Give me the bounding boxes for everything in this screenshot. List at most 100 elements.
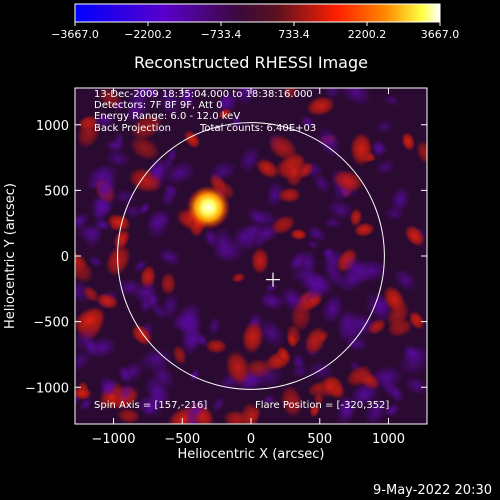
- spin-axis-label: Spin Axis = [157,-216]: [94, 400, 207, 411]
- heatmap-blob: [98, 375, 119, 398]
- heatmap-blob: [291, 366, 309, 378]
- heatmap-blob: [75, 251, 88, 271]
- heatmap-blob: [323, 216, 342, 229]
- heatmap-blob: [75, 306, 106, 335]
- heatmap-blob: [276, 346, 291, 364]
- y-tick-label: 500: [44, 184, 69, 199]
- heatmap-blob: [98, 88, 123, 109]
- heatmap-blob: [344, 336, 369, 352]
- heatmap-blob: [306, 224, 328, 243]
- heatmap-blob: [113, 228, 131, 250]
- heatmap-blob: [313, 391, 324, 406]
- colorbar-tick-label: 2200.2: [348, 28, 387, 41]
- heatmap-blob: [314, 330, 330, 344]
- heatmap-blob: [150, 361, 176, 391]
- heatmap-blob: [350, 380, 378, 409]
- heatmap-blob: [105, 138, 125, 153]
- heatmap-blob: [303, 272, 335, 297]
- heatmap-blob: [129, 136, 160, 161]
- colorbar-tick-label: −733.4: [201, 28, 242, 41]
- heatmap-blob: [95, 292, 119, 310]
- heatmap-blob: [267, 134, 298, 161]
- heatmap-blob: [383, 402, 401, 418]
- x-tick-label: 500: [307, 432, 332, 447]
- heatmap-blob: [309, 402, 320, 418]
- heatmap-blob: [255, 158, 280, 179]
- heatmap-blob: [271, 214, 296, 235]
- colorbar-tick-label: 733.4: [278, 28, 310, 41]
- heatmap-blob: [261, 394, 277, 405]
- heatmap-blob: [264, 282, 279, 294]
- heatmap-blob: [79, 396, 93, 412]
- heatmap-blob: [138, 201, 152, 216]
- heatmap-blob: [122, 203, 144, 219]
- heatmap-blob: [251, 365, 285, 390]
- heatmap-blob: [374, 159, 397, 175]
- heatmap-blob: [280, 385, 303, 418]
- heatmap-blob: [335, 265, 369, 293]
- heatmap-blob: [323, 248, 335, 264]
- heatmap-blob: [241, 321, 264, 354]
- heatmap-blob: [400, 344, 427, 366]
- heatmap-blob: [339, 88, 372, 107]
- heatmap-blob: [383, 285, 406, 314]
- heatmap-blob: [353, 222, 375, 238]
- heatmap-blob: [231, 113, 242, 130]
- y-tick-label: 0: [61, 250, 69, 265]
- heatmap-blob: [238, 145, 262, 174]
- heatmap-blob: [112, 188, 138, 206]
- heatmap-blob: [312, 172, 332, 195]
- heatmap-blob: [390, 185, 411, 214]
- heatmap-blob: [299, 115, 316, 130]
- footer-date: 9-May-2022 20:30: [373, 483, 492, 498]
- heatmap-blob: [404, 225, 426, 247]
- heatmap-blob: [250, 247, 270, 275]
- heatmap-blob: [75, 327, 97, 353]
- info-energy-range: Energy Range: 6.0 - 12.0 keV: [94, 111, 240, 122]
- heatmap-blob: [215, 93, 239, 115]
- heatmap-blob: [182, 331, 208, 349]
- heatmap-blob: [290, 228, 308, 241]
- heatmap-texture: [75, 88, 427, 424]
- colorbar-gradient: [74, 3, 441, 23]
- heatmap-blob: [381, 376, 396, 398]
- heatmap-blob: [283, 88, 298, 101]
- heatmap-blob: [82, 285, 100, 303]
- heatmap-blob: [167, 147, 178, 163]
- info-detectors: Detectors: 7F 8F 9F, Att 0: [94, 100, 222, 111]
- info-method: Back Projection: [94, 123, 171, 134]
- y-tick-label: −1000: [25, 381, 69, 396]
- x-tick-label: 1000: [372, 432, 405, 447]
- plot-area: [75, 88, 427, 424]
- colorbar-ticks: −3667.0 −2200.2 −733.4 733.4 2200.2 3667.0: [51, 22, 459, 41]
- colorbar-tick-label: −3667.0: [51, 28, 99, 41]
- heatmap-blob: [172, 345, 187, 365]
- heatmap-blob: [286, 331, 298, 348]
- heatmap-blob: [326, 199, 355, 221]
- heatmap-blob: [285, 159, 304, 188]
- heatmap-blob: [130, 112, 163, 141]
- heatmap-blob: [332, 169, 364, 193]
- heatmap-blob: [116, 278, 145, 298]
- heatmap-blob: [161, 185, 177, 208]
- heatmap-blob: [75, 223, 103, 242]
- heatmap-blob: [97, 171, 117, 200]
- heatmap-blob: [393, 268, 418, 292]
- heatmap-blob: [93, 112, 117, 129]
- heatmap-blob: [205, 338, 228, 354]
- heatmap-blob: [160, 272, 177, 296]
- flare-position-label: Flare Position = [-320,352]: [255, 400, 389, 411]
- x-tick-label: 0: [247, 432, 255, 447]
- heatmap-blob: [208, 160, 238, 183]
- heatmap-blob: [117, 365, 132, 384]
- heatmap-blob: [316, 126, 342, 158]
- heatmap-blob: [403, 375, 427, 396]
- heatmap-blob: [290, 299, 312, 332]
- heatmap-blob: [164, 160, 197, 186]
- heatmap-blob: [147, 88, 159, 101]
- heatmap-blob: [367, 318, 387, 335]
- heatmap-blob: [246, 206, 268, 228]
- heatmap-blob: [182, 88, 197, 104]
- heatmap-blob: [157, 247, 182, 267]
- heatmap-blob: [363, 396, 388, 424]
